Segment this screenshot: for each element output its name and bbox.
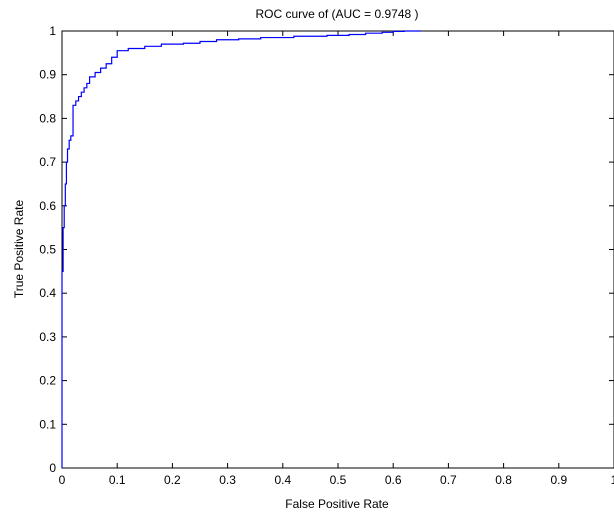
x-tick-label: 0.7	[440, 473, 457, 487]
y-tick-label: 0	[49, 461, 56, 475]
y-tick-label: 0.3	[39, 330, 56, 344]
y-axis: 0 0.1 0.2 0.3 0.4 0.5 0.6 0.7 0.8 0.9 1	[39, 24, 614, 475]
x-tick-label: 0.3	[219, 473, 236, 487]
x-axis: 0 0.1 0.2 0.3 0.4 0.5 0.6 0.7 0.8 0.9 1	[59, 31, 614, 487]
x-tick-label: 0.1	[109, 473, 126, 487]
y-tick-label: 0.8	[39, 111, 56, 125]
x-axis-label: False Positive Rate	[285, 497, 389, 511]
plot-area	[61, 30, 614, 469]
x-tick-label: 0.6	[385, 473, 402, 487]
y-tick-label: 0.6	[39, 199, 56, 213]
y-axis-label: True Positive Rate	[12, 200, 26, 299]
y-tick-label: 0.2	[39, 374, 56, 388]
x-tick-label: 1	[611, 473, 614, 487]
chart-title: ROC curve of (AUC = 0.9748 )	[255, 7, 418, 21]
x-tick-label: 0	[59, 473, 66, 487]
y-tick-label: 0.7	[39, 155, 56, 169]
x-tick-label: 0.8	[495, 473, 512, 487]
y-tick-label: 0.5	[39, 243, 56, 257]
y-tick-label: 0.1	[39, 417, 56, 431]
y-tick-label: 1	[49, 24, 56, 38]
y-tick-label: 0.9	[39, 68, 56, 82]
roc-curve-line	[61, 30, 421, 468]
x-tick-label: 0.9	[550, 473, 567, 487]
y-tick-label: 0.4	[39, 286, 56, 300]
x-tick-label: 0.5	[330, 473, 347, 487]
x-tick-label: 0.4	[274, 473, 291, 487]
x-tick-label: 0.2	[164, 473, 181, 487]
